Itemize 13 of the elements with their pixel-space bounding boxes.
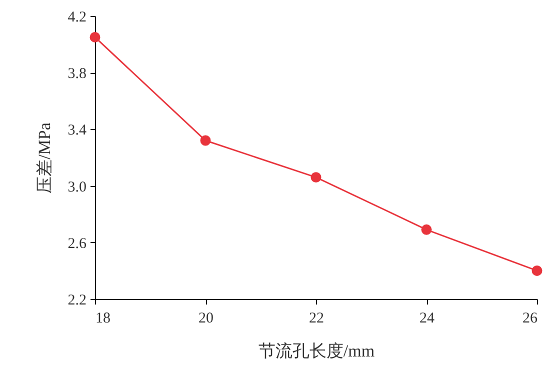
y-tick-label: 3.0 bbox=[68, 179, 86, 196]
x-tick-label: 18 bbox=[96, 310, 110, 326]
y-axis-title: 压差/MPa bbox=[34, 122, 54, 194]
x-tick-label: 24 bbox=[420, 310, 435, 326]
y-tick-label: 3.4 bbox=[68, 122, 87, 139]
y-tick-label: 2.6 bbox=[68, 236, 87, 252]
x-axis-title: 节流孔长度/mm bbox=[258, 342, 375, 360]
x-tick-label: 22 bbox=[309, 310, 324, 326]
y-tick-label: 3.8 bbox=[68, 66, 86, 82]
x-tick-label: 26 bbox=[522, 310, 538, 326]
y-tick-label: 4.2 bbox=[68, 10, 86, 26]
y-tick-label: 2.2 bbox=[68, 292, 86, 308]
x-tick-label: 20 bbox=[198, 310, 214, 326]
